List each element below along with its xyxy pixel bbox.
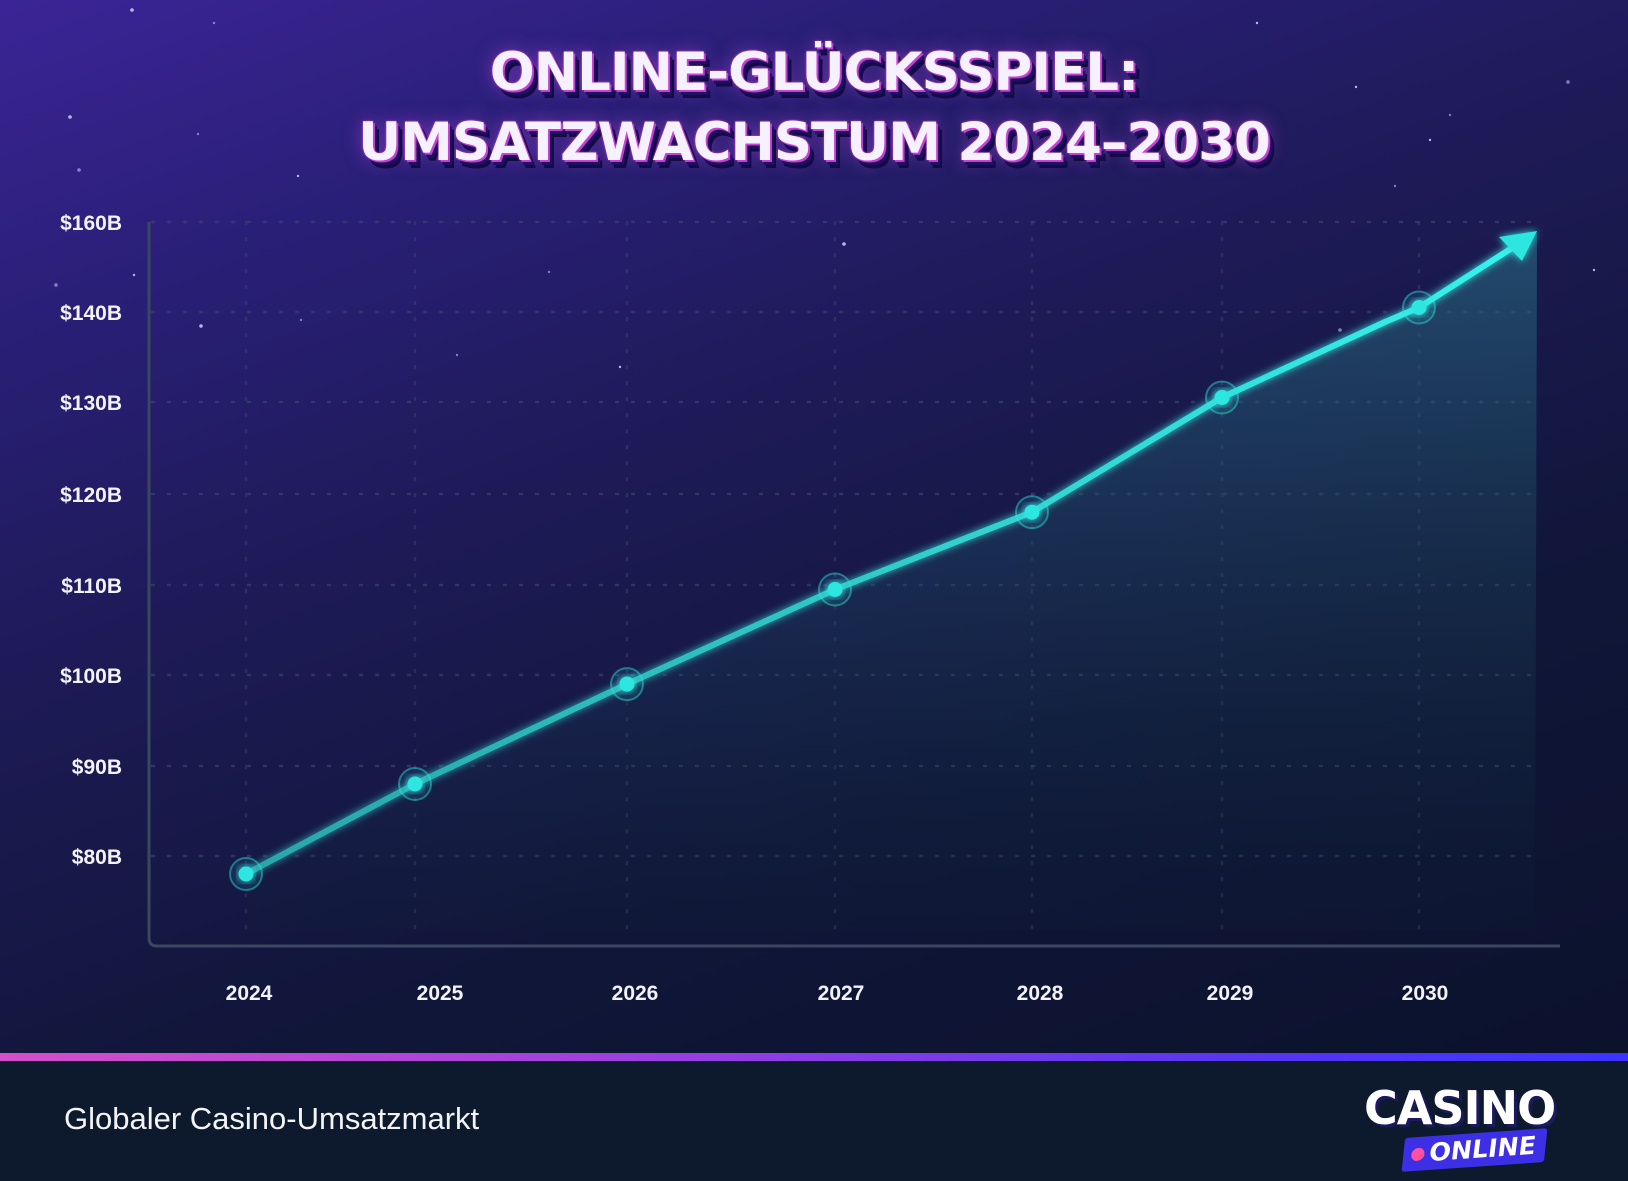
logo-dot-icon [1410,1147,1426,1162]
footer-caption: Globaler Casino-Umsatzmarkt [64,1101,480,1136]
data-point-2029 [1214,390,1230,405]
chart-title-line-2: UMSATZWACHSTUM 2024–2030 [358,112,1271,173]
y-tick-label: $90B [72,756,122,779]
y-tick-label: $140B [60,302,122,325]
y-tick-label: $100B [60,665,122,688]
area-fill [246,231,1537,930]
footer-bar: Globaler Casino-Umsatzmarkt CASINO ONLIN… [0,1061,1628,1181]
starfield-background [54,8,1596,369]
x-tick-label: 2026 [612,982,659,1005]
star-dot [618,365,622,369]
star-dot [1428,138,1432,142]
star-dot [199,324,203,328]
star-dot [1592,268,1596,272]
star-dot [132,273,136,277]
star-dot [1566,80,1570,84]
x-tick-label: 2025 [417,982,464,1005]
data-point-2027 [827,582,843,597]
star-dot [1448,113,1452,117]
plot-axes [147,222,1560,948]
star-dot [455,353,459,357]
chart-title-line-1: ONLINE-GLÜCKSSPIEL: [489,42,1140,103]
star-dot [1255,21,1259,25]
y-tick-label: $80B [72,846,122,869]
star-dot [196,132,200,136]
star-dot [1338,328,1342,332]
chart-title: ONLINE-GLÜCKSSPIEL: UMSATZWACHSTUM 2024–… [0,38,1628,178]
star-dot [842,242,846,246]
star-dot [1393,184,1397,188]
y-tick-label: $120B [60,484,122,507]
star-dot [547,270,551,274]
revenue-line-chart: $80B $90B $100B $110B $120B $130B $140B $160B 20… [60,212,1560,1005]
y-tick-label: $160B [60,212,122,235]
star-dot [1354,85,1358,89]
casino-online-logo: CASINO ONLINE [1364,1081,1574,1172]
logo-main-text: CASINO [1364,1081,1556,1135]
data-point-2024 [238,866,254,882]
logo-sub-text: ONLINE [1428,1130,1538,1167]
x-tick-label: 2028 [1017,982,1064,1005]
data-point-2028 [1024,504,1040,520]
star-dot [130,8,134,12]
star-dot [296,174,300,178]
y-tick-label: $110B [61,575,122,598]
x-tick-label: 2030 [1402,982,1449,1005]
x-tick-label: 2029 [1207,982,1254,1005]
star-dot [77,168,81,172]
x-tick-label: 2024 [226,982,273,1005]
y-tick-label: $130B [60,392,122,415]
x-tick-label: 2027 [818,982,865,1005]
star-dot [299,318,303,322]
data-point-2030 [1411,300,1427,315]
data-point-2025 [407,776,423,792]
star-dot [212,21,216,25]
gradient-divider [0,1053,1628,1061]
data-point-2026 [619,676,635,692]
star-dot [54,283,58,287]
star-dot [68,115,72,119]
trend-arrow-head [1499,231,1537,261]
